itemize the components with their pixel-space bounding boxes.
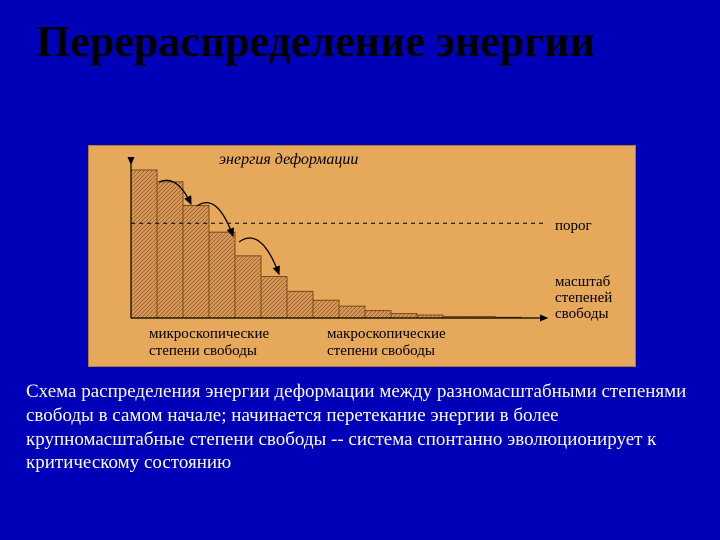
- bar: [365, 311, 391, 318]
- energy-diagram: энергия деформации порог масштабстепенейсв…: [88, 145, 636, 367]
- label-xaxis-right: свободы: [555, 306, 609, 322]
- bar: [209, 232, 235, 318]
- bar: [391, 314, 417, 318]
- label-xaxis-right: масштаб: [555, 274, 611, 290]
- bar: [235, 256, 261, 318]
- label-macro: степени свободы: [327, 343, 435, 359]
- bar: [157, 182, 183, 318]
- label-threshold: порог: [555, 218, 592, 234]
- energy-diagram-svg: энергия деформации порог масштабстепенейсв…: [89, 146, 635, 366]
- slide: Перераспределение энергии энергия деформ…: [0, 0, 720, 540]
- label-micro: микроскопические: [149, 326, 269, 342]
- bar: [261, 277, 287, 318]
- bar: [287, 291, 313, 318]
- label-micro: степени свободы: [149, 343, 257, 359]
- label-macro: макроскопические: [327, 326, 446, 342]
- bar: [313, 300, 339, 318]
- slide-title: Перераспределение энергии: [36, 18, 636, 66]
- slide-caption: Схема распределения энергии деформации м…: [26, 380, 696, 475]
- bar: [183, 206, 209, 318]
- bar: [339, 306, 365, 318]
- label-xaxis-right: степеней: [555, 290, 612, 306]
- bar: [131, 170, 157, 318]
- label-energy: энергия деформации: [219, 151, 358, 168]
